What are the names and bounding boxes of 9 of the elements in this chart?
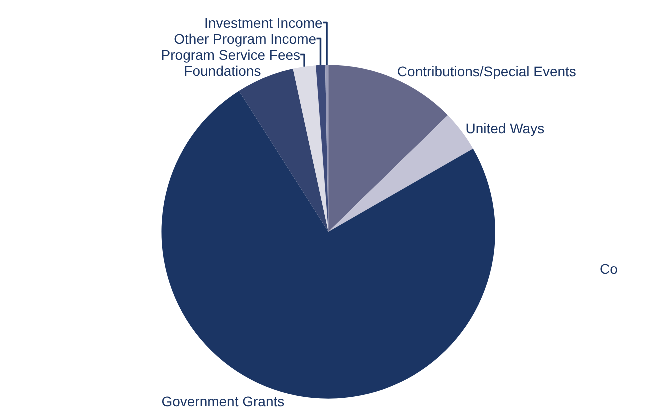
- text: Co: [600, 261, 618, 277]
- pie-slice: [293, 66, 329, 232]
- slice-label: Other Program Income: [174, 30, 317, 47]
- slice-label: Contributions/Special Events: [397, 63, 576, 80]
- slice-label: Government Grants: [162, 394, 285, 410]
- slice-label: Investment Income: [204, 14, 324, 31]
- slice-label: Program Service Fees: [161, 46, 301, 63]
- slice-label: Foundations: [184, 62, 262, 79]
- slice-label: United Ways: [466, 120, 545, 136]
